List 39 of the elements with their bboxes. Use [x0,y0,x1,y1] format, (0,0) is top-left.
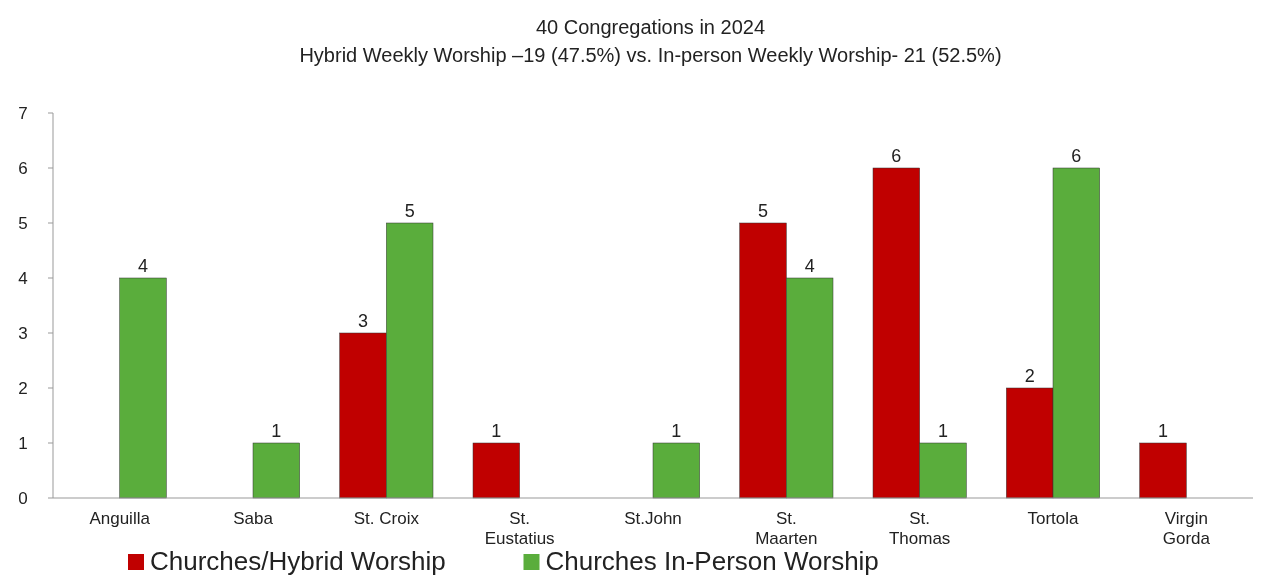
data-label: 5 [757,201,769,221]
bar [1139,442,1187,499]
x-tick-label: Tortola [1027,509,1080,528]
y-tick-label: 5 [18,213,28,233]
x-tick-label: Saba [233,509,274,528]
legend-label: Churches/Hybrid Worship [150,546,446,576]
x-tick-label: St. Eustatius [484,509,555,548]
data-label: 3 [357,311,369,331]
x-tick-label: St. Maarten [755,509,818,548]
y-tick-label: 2 [18,378,28,398]
data-label: 1 [671,421,682,441]
data-label: 4 [137,256,149,276]
x-tick-label: St. Thomas [888,509,951,548]
chart-subtitle: Hybrid Weekly Worship –19 (47.5%) vs. In-person Weekly Worship- 21 (52.5%) [299,44,1002,66]
y-tick-label: 4 [18,268,28,288]
data-label: 1 [491,421,502,441]
y-tick-label: 1 [18,433,28,453]
y-tick-label: 0 [18,488,28,508]
chart-title: 40 Congregations in 2024 [535,16,766,38]
bar [119,277,167,499]
y-tick-label: 7 [18,103,28,123]
data-label: 5 [404,201,415,221]
bar [472,442,520,499]
bar [252,442,300,499]
data-label: 1 [1157,421,1169,441]
data-label: 6 [1071,146,1082,166]
legend-label: Churches In-Person Worship [545,546,879,576]
data-label: 4 [804,256,815,276]
y-tick-label: 6 [18,158,28,178]
y-tick-label: 3 [18,323,28,343]
data-label: 6 [891,146,902,166]
x-tick-label: St. Croix [353,509,420,528]
x-tick-label: Anguilla [89,509,151,528]
data-label: 1 [271,421,282,441]
x-tick-label: Virgin Gorda [1162,509,1211,548]
data-label: 2 [1024,366,1035,386]
x-tick-label: St.John [624,509,682,528]
data-label: 1 [937,421,949,441]
bar [652,442,700,499]
